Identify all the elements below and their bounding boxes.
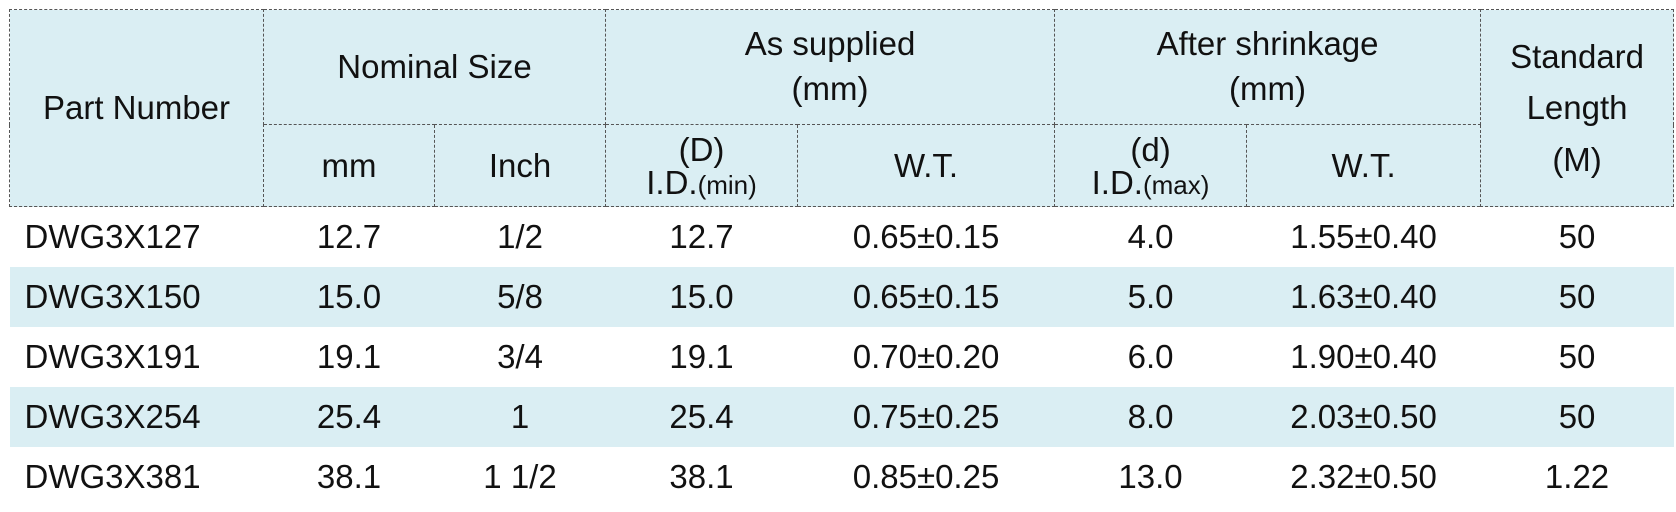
header-text: Standard [1510,38,1645,76]
header-text: W.T. [1331,147,1396,184]
table-cell: 13.0 [1118,457,1183,495]
table-cell: 1.22 [1544,457,1610,495]
table-cell: 50 [1558,217,1596,255]
header-text: I.D. [1091,163,1143,201]
header-text: (max) [1142,169,1210,200]
table-cell: 0.65±0.15 [797,266,1055,327]
header-cell: Standard Length (M) [1480,9,1675,207]
table-cell: 19.1 [669,337,734,375]
header-cell: As supplied (mm) [605,9,1056,125]
spec-table: Part Number Nominal Size As supplied (mm)… [9,9,1675,507]
header-text: Length [1526,89,1628,127]
table-cell: 8.0 [1054,386,1247,447]
header-cell: (D) I.D.(min) [605,124,799,207]
table-cell: 1.90±0.40 [1290,337,1437,375]
table-cell: 5.0 [1054,266,1247,327]
header-cell: Inch [433,124,607,207]
table-row: DWG3X127 12.7 1/2 12.7 0.65±0.15 4.0 1.55±0.40… [10,207,1674,267]
table-cell: 0.65±0.15 [852,217,1000,255]
table-cell: 15.0 [263,266,435,327]
table-cell: 50 [1480,386,1674,447]
header-text: Inch [488,147,552,184]
table-cell: 38.1 [669,457,734,495]
table-header: Part Number Nominal Size As supplied (mm)… [9,9,1675,207]
header-cell: W.T. [1246,124,1482,207]
header-text: (M) [1552,140,1602,178]
table-cell: 6.0 [1127,337,1174,375]
header-text: Nominal Size [337,47,532,85]
table-cell: 1 [434,386,606,447]
header-text: As supplied [744,25,916,63]
part-number-cell: DWG3X381 [24,457,201,495]
header-text: W.T. [893,147,959,184]
table-cell: 1 1/2 [483,457,557,495]
header-text: mm [321,147,377,184]
table-row: DWG3X254 25.4 1 25.4 0.75±0.25 8.0 2.03±0.50 50 [9,386,1674,447]
header-cell: mm [263,124,435,207]
header-cell: W.T. [797,124,1056,207]
part-number-cell: DWG3X191 [24,337,201,375]
table-cell: 12.7 [316,217,382,255]
header-cell: (d) I.D.(max) [1054,124,1248,207]
header-cell: Nominal Size [262,9,607,125]
table-cell: 50 [1558,337,1596,375]
table-cell: 5/8 [434,266,606,327]
table-row: DWG3X150 15.0 5/8 15.0 0.65±0.15 5.0 1.63±0.40… [9,266,1674,327]
table-cell: 0.70±0.20 [852,337,1000,375]
header-text: After shrinkage [1156,25,1379,63]
header-text: (mm) [1229,70,1307,107]
table-row: DWG3X191 19.1 3/4 19.1 0.70±0.20 6.0 1.90±0.40… [10,327,1674,387]
table-cell: 1.55±0.40 [1290,217,1437,255]
table-body: DWG3X127 12.7 1/2 12.7 0.65±0.15 4.0 1.55±0.40… [9,207,1674,507]
table-cell: 25.4 [605,386,798,447]
part-number-cell: DWG3X150 [9,266,264,327]
table-cell: 15.0 [605,266,798,327]
header-text: Part Number [42,88,231,126]
table-cell: 2.03±0.50 [1246,386,1481,447]
header-text: (d) [1130,130,1171,168]
table-cell: 0.85±0.25 [852,457,1000,495]
header-cell: Part Number [9,9,264,207]
table-cell: 4.0 [1127,217,1174,255]
part-number-cell: DWG3X254 [9,386,264,447]
table-cell: 2.32±0.50 [1290,457,1437,495]
table-row: DWG3X381 38.1 1 1/2 38.1 0.85±0.25 13.0 2.32±0… [10,447,1674,507]
table-cell: 3/4 [497,337,543,375]
table-cell: 1/2 [497,217,543,255]
table-cell: 50 [1480,266,1674,327]
header-text: (min) [697,169,757,200]
table-cell: 1.63±0.40 [1246,266,1481,327]
header-cell: After shrinkage (mm) [1054,9,1482,125]
header-text: (mm) [791,70,869,107]
table-cell: 19.1 [316,337,382,375]
header-text: I.D. [646,163,698,201]
table-cell: 25.4 [263,386,435,447]
table-cell: 0.75±0.25 [797,386,1055,447]
table-cell: 12.7 [669,217,734,255]
part-number-cell: DWG3X127 [24,217,201,255]
header-text: (D) [678,130,725,168]
table-cell: 38.1 [316,457,382,495]
